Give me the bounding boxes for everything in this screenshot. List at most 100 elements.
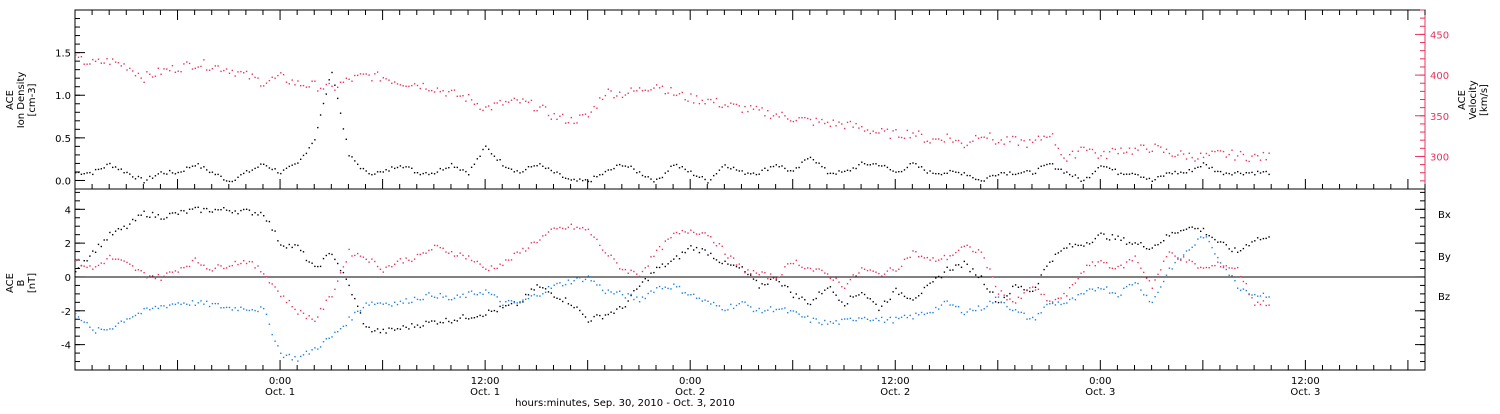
data-point [949, 169, 951, 172]
data-point [579, 309, 581, 312]
data-point [197, 206, 199, 208]
data-point [630, 269, 632, 271]
data-point [1211, 265, 1213, 267]
data-point [619, 268, 621, 270]
data-point [433, 296, 436, 298]
data-point [140, 77, 142, 79]
data-point [1234, 267, 1236, 270]
data-point [627, 300, 629, 302]
data-point [1009, 292, 1011, 295]
data-point [123, 260, 125, 262]
data-point [413, 258, 416, 260]
data-point [396, 166, 399, 169]
data-point [257, 77, 259, 79]
data-point [470, 317, 473, 319]
data-point [1237, 251, 1239, 253]
data-point [801, 296, 803, 298]
data-point [97, 264, 100, 267]
data-point [422, 298, 424, 301]
data-point [849, 278, 852, 281]
data-point [1259, 295, 1262, 297]
data-point [1217, 170, 1219, 173]
data-point [1077, 150, 1079, 152]
data-point [169, 304, 171, 306]
data-point [724, 104, 726, 106]
data-point [758, 173, 760, 175]
data-point [325, 83, 327, 86]
x-tick-time: 0:00 [679, 376, 701, 387]
data-point [946, 258, 948, 261]
data-point [334, 288, 336, 290]
data-point [821, 165, 823, 168]
data-point [903, 295, 906, 298]
data-point [989, 175, 991, 177]
data-point [832, 172, 834, 175]
data-point [220, 307, 222, 309]
data-point [470, 290, 473, 292]
data-point [1231, 149, 1233, 151]
data-point [966, 244, 968, 246]
data-point [562, 227, 564, 230]
data-point [1088, 288, 1091, 290]
data-point [1009, 171, 1011, 173]
data-point [704, 232, 706, 234]
data-point [228, 306, 231, 309]
data-point [926, 140, 928, 142]
data-point [883, 164, 886, 167]
data-point [490, 265, 493, 267]
data-point [900, 170, 903, 173]
data-point [704, 103, 706, 105]
data-point [667, 287, 669, 290]
data-point [169, 70, 171, 72]
data-point [206, 207, 208, 210]
data-point [536, 165, 538, 167]
data-point [872, 270, 874, 272]
data-point [1165, 234, 1168, 236]
data-point [388, 79, 390, 81]
data-point [744, 301, 746, 303]
data-point [767, 110, 769, 112]
data-point [1202, 227, 1205, 230]
data-point [285, 354, 288, 356]
data-point [1060, 303, 1062, 306]
data-point [357, 305, 359, 307]
data-point [1265, 170, 1267, 173]
data-point [260, 163, 262, 165]
data-point [1242, 280, 1245, 283]
data-point [1125, 285, 1128, 288]
data-point [781, 274, 783, 276]
data-point [781, 285, 783, 287]
data-point [601, 173, 604, 176]
data-point [132, 176, 134, 178]
data-point [812, 124, 815, 126]
data-point [80, 56, 83, 58]
data-point [413, 326, 416, 328]
data-point [804, 299, 806, 301]
data-point [129, 67, 131, 70]
data-point [470, 166, 473, 168]
data-point [550, 118, 552, 120]
data-point [616, 164, 618, 166]
data-point [1265, 304, 1267, 307]
data-point [1054, 253, 1057, 255]
data-point [1057, 297, 1059, 299]
data-point [174, 270, 177, 272]
data-point [940, 258, 943, 260]
data-point [297, 313, 299, 315]
data-point [969, 141, 971, 143]
x-tick-time: 0:00 [269, 376, 291, 387]
data-point [396, 260, 399, 262]
data-point [1197, 166, 1199, 168]
data-point [268, 323, 271, 325]
data-point [1040, 312, 1042, 314]
data-point [317, 90, 319, 92]
data-point [801, 316, 803, 318]
data-point [1046, 300, 1048, 302]
data-point [476, 260, 478, 263]
data-point [146, 307, 148, 309]
data-point [1097, 287, 1099, 289]
data-point [114, 325, 117, 327]
data-point [282, 169, 285, 171]
x-tick-time: 12:00 [471, 376, 500, 387]
data-point [898, 317, 900, 320]
